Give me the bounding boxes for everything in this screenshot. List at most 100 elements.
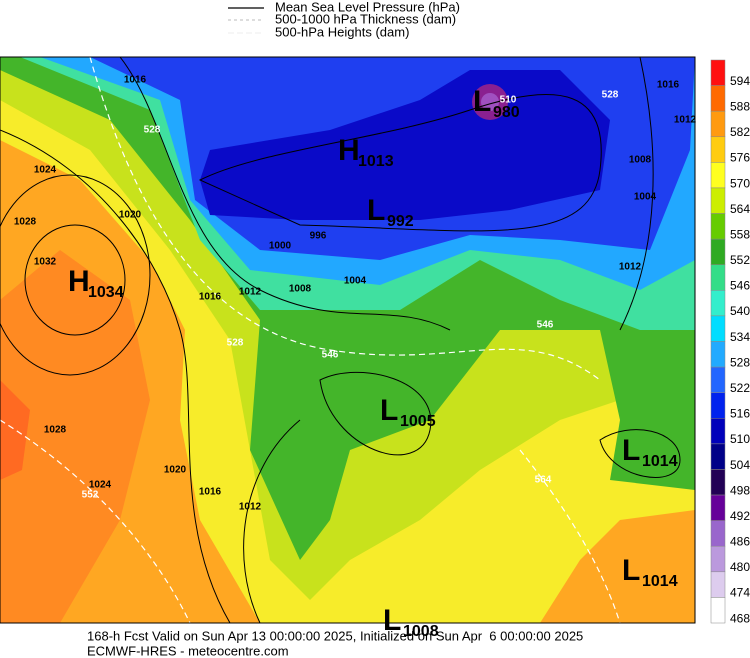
thickness-label: 528 [602, 90, 619, 101]
isobar-label: 1012 [239, 287, 262, 298]
center-letter: H [338, 134, 360, 167]
legend-label: 500-1000 hPa Thickness (dam) [275, 11, 456, 26]
isobar-label: 1012 [239, 502, 262, 513]
colorbar-box [710, 213, 726, 240]
colorbar-label: 480 [730, 560, 750, 574]
center-value: 1005 [400, 413, 436, 430]
colorbar-box [710, 162, 726, 189]
colorbar-box [710, 545, 726, 573]
colorbar-box [710, 187, 726, 214]
isobar-label: 1028 [44, 425, 67, 436]
thickness-label: 546 [322, 350, 339, 361]
colorbar-label: 510 [730, 432, 750, 446]
isobar-label: 1016 [199, 487, 222, 498]
colorbar-box [710, 469, 726, 496]
footer-line: ECMWF-HRES - meteocentre.com [87, 643, 289, 658]
isobar [198, 94, 602, 232]
colorbar-label: 516 [730, 407, 750, 421]
isobar [24, 224, 126, 336]
colorbar-box [710, 264, 726, 291]
colorbar-box [710, 494, 726, 521]
isobar-label: 1008 [289, 284, 312, 295]
footer-line: 168-h Fcst Valid on Sun Apr 13 00:00:00 … [87, 628, 583, 643]
isobar [619, 57, 654, 331]
isobar-label: 1032 [34, 257, 57, 268]
legend-label: Mean Sea Level Pressure (hPa) [275, 0, 460, 14]
map [0, 57, 695, 623]
isobar [119, 57, 451, 331]
colorbar-label: 468 [730, 611, 750, 625]
center-value: 1008 [403, 623, 439, 640]
center-value: 980 [493, 104, 520, 121]
colorbar-label: 534 [730, 330, 750, 344]
isobar-label: 1004 [344, 276, 367, 287]
thickness-label: 528 [144, 125, 161, 136]
colorbar-box [710, 238, 726, 265]
center-letter: H [68, 265, 90, 298]
isobar-label: 1012 [619, 262, 642, 273]
colorbar-label: 528 [730, 355, 750, 369]
colorbar-label: 564 [730, 202, 750, 216]
colorbar-box [710, 290, 726, 317]
isobar-label: 1024 [89, 480, 112, 491]
colorbar-box [710, 392, 726, 419]
isobar-label: 1000 [269, 241, 292, 252]
center-letter: L [473, 85, 491, 118]
thickness-label: 528 [227, 338, 244, 349]
isobar-label: 1004 [634, 192, 657, 203]
field [200, 70, 610, 220]
thickness-line [89, 57, 601, 381]
colorbar-label: 492 [730, 509, 750, 523]
center-letter: L [622, 434, 640, 467]
isobar [319, 371, 432, 456]
colorbar-box [710, 315, 726, 342]
isobar-label: 1028 [14, 217, 37, 228]
isobar-label: 1020 [164, 465, 187, 476]
colorbar-label: 576 [730, 151, 750, 165]
colorbar-box [710, 110, 726, 138]
map-frame [0, 56, 696, 624]
field [0, 380, 30, 480]
legend: Mean Sea Level Pressure (hPa) 500-1000 h… [228, 0, 460, 39]
colorbar-box [710, 571, 726, 598]
isobar [0, 174, 151, 376]
thickness-lines [0, 57, 621, 623]
colorbar-label: 504 [730, 458, 750, 472]
center-value: 1034 [88, 284, 124, 301]
colorbar-label: 594 [730, 74, 750, 88]
colorbar-label: 540 [730, 304, 750, 318]
colorbar-label: 522 [730, 381, 750, 395]
legend-label: 500-hPa Heights (dam) [275, 24, 409, 39]
colorbar-label: 570 [730, 176, 750, 190]
thickness-line [519, 449, 621, 623]
thickness-label: 552 [82, 490, 99, 501]
colorbar-label: 486 [730, 535, 750, 549]
center-letter: L [367, 194, 385, 227]
thickness-label: 546 [537, 320, 554, 331]
colorbar-box [710, 341, 726, 368]
thickness-label: 510 [500, 95, 517, 106]
isobar [243, 419, 301, 623]
thickness-label: 564 [535, 475, 552, 486]
center-value: 1014 [642, 453, 678, 470]
isobar-label: 1016 [657, 80, 680, 91]
colorbar-box [710, 59, 726, 86]
colorbar-label: 558 [730, 227, 750, 241]
colorbar-label: 552 [730, 253, 750, 267]
center-value: 1014 [642, 573, 678, 590]
thickness-line [0, 419, 191, 623]
colorbar-label: 474 [730, 586, 750, 600]
field [0, 250, 150, 623]
colorbar-box [710, 366, 726, 393]
isobar [0, 129, 231, 623]
colorbar-box [710, 136, 726, 163]
center-value: 992 [387, 213, 414, 230]
colorbar: 594 588 582 576 570 564 558 552 546 540 534 528 522 5… [710, 59, 750, 625]
colorbar-label: 498 [730, 483, 750, 497]
colorbar-label: 546 [730, 279, 750, 293]
isobar-label: 1008 [629, 155, 652, 166]
isobar-label: 1020 [119, 210, 142, 221]
colorbar-box [710, 418, 726, 445]
colorbar-box [710, 85, 726, 112]
